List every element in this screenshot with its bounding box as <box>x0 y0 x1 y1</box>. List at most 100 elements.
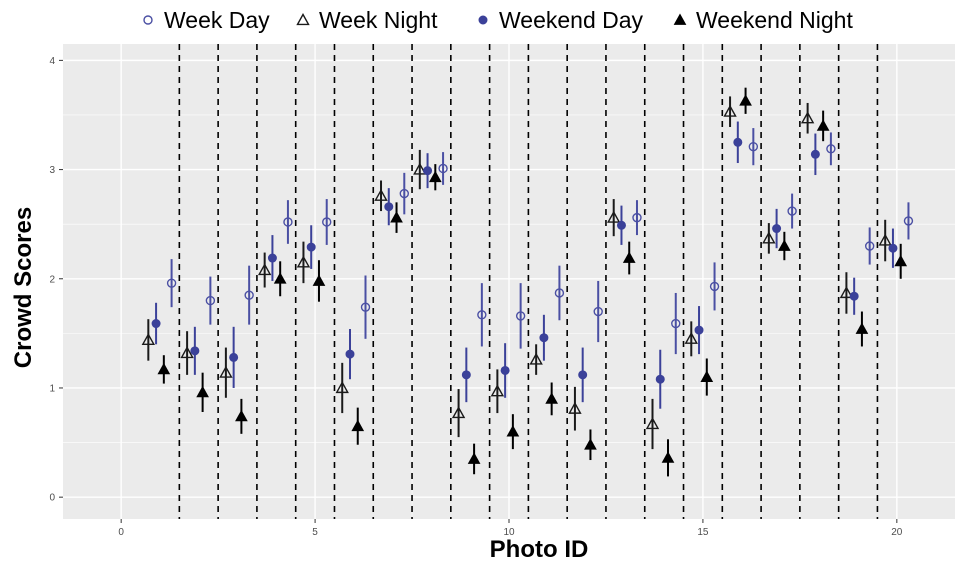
data-point <box>467 452 481 464</box>
data-point <box>157 362 171 375</box>
data-point <box>545 392 559 404</box>
data-point <box>229 352 239 362</box>
data-point <box>219 365 233 378</box>
data-point <box>800 111 815 124</box>
x-tick-label: 20 <box>891 527 903 538</box>
series-weekend-night <box>157 87 908 477</box>
data-point <box>322 217 332 227</box>
legend-key <box>673 13 687 25</box>
data-point <box>554 288 565 298</box>
data-point <box>632 212 642 223</box>
data-point <box>296 255 311 268</box>
data-point <box>903 216 914 226</box>
data-point <box>306 242 316 252</box>
x-tick-label: 5 <box>312 527 318 538</box>
data-point <box>196 385 209 398</box>
data-point <box>645 417 660 430</box>
series-weekend-day <box>151 121 898 409</box>
data-point <box>739 94 752 106</box>
data-point <box>810 149 820 159</box>
data-point <box>244 290 254 300</box>
data-point <box>529 352 543 365</box>
data-point <box>257 263 272 276</box>
data-point <box>671 318 681 329</box>
data-point <box>894 254 908 267</box>
data-point <box>490 384 505 397</box>
data-point <box>399 188 409 199</box>
data-point <box>151 319 161 329</box>
data-point <box>700 370 714 382</box>
y-tick-label: 2 <box>49 274 55 285</box>
legend-label: Weekend Day <box>499 7 644 33</box>
x-axis-title: Photo ID <box>490 536 589 563</box>
data-point <box>273 272 287 284</box>
data-point <box>166 278 177 288</box>
data-point <box>733 137 743 147</box>
data-point <box>205 295 216 306</box>
y-tick-label: 3 <box>49 165 55 176</box>
data-point <box>578 370 588 380</box>
x-tick-label: 0 <box>118 527 124 538</box>
data-point <box>477 310 487 320</box>
data-point <box>515 311 526 321</box>
data-point <box>762 231 776 244</box>
data-point <box>568 401 582 414</box>
data-point <box>539 333 549 343</box>
y-tick-label: 0 <box>49 493 55 504</box>
data-point <box>438 163 448 174</box>
data-point <box>616 220 626 230</box>
grid <box>63 44 955 519</box>
x-tick-label: 15 <box>697 527 709 538</box>
data-point <box>709 281 720 292</box>
data-point <box>423 166 433 176</box>
data-point <box>267 253 277 263</box>
data-point <box>787 206 797 216</box>
data-point <box>816 119 830 131</box>
data-point <box>506 425 520 437</box>
series-week-day <box>166 128 914 355</box>
data-point <box>451 406 466 419</box>
data-point <box>500 365 510 375</box>
data-point <box>235 409 248 422</box>
legend-label: Weekend Night <box>696 7 853 33</box>
data-point <box>661 451 675 463</box>
data-point <box>180 346 194 359</box>
data-point <box>351 419 365 432</box>
data-point <box>849 291 859 301</box>
data-point <box>283 217 293 227</box>
legend-key <box>296 13 310 26</box>
legend: Week Day Week Night Weekend Day Weekend Nig… <box>143 7 853 33</box>
data-point <box>384 202 394 212</box>
data-point <box>748 141 759 152</box>
data-point <box>312 274 326 286</box>
data-point <box>888 243 898 253</box>
data-point <box>694 325 704 335</box>
data-point <box>584 438 597 450</box>
data-point <box>772 224 782 234</box>
photo-separators <box>178 44 879 519</box>
y-tick-label: 1 <box>49 383 55 394</box>
data-point <box>684 331 698 344</box>
x-tick-label: 10 <box>503 527 515 538</box>
data-point <box>390 211 403 223</box>
data-point <box>607 210 621 223</box>
legend-label: Week Day <box>164 7 270 33</box>
series-week-night <box>141 96 892 450</box>
data-point <box>826 144 836 154</box>
data-point <box>593 306 603 317</box>
y-tick-label: 4 <box>49 56 55 67</box>
data-point <box>655 374 665 384</box>
y-axis-title: Crowd Scores <box>10 207 37 368</box>
data-point <box>622 251 636 263</box>
data-point <box>190 346 200 356</box>
data-point <box>141 332 156 346</box>
data-point <box>374 188 388 201</box>
axis-ticks: 0 1 2 3 4 0 5 10 15 20 <box>49 56 902 538</box>
data-point <box>864 241 875 251</box>
data-point <box>461 370 471 380</box>
data-point <box>360 302 371 312</box>
data-point <box>723 104 737 117</box>
data-point <box>855 322 869 334</box>
data-point <box>413 162 427 175</box>
